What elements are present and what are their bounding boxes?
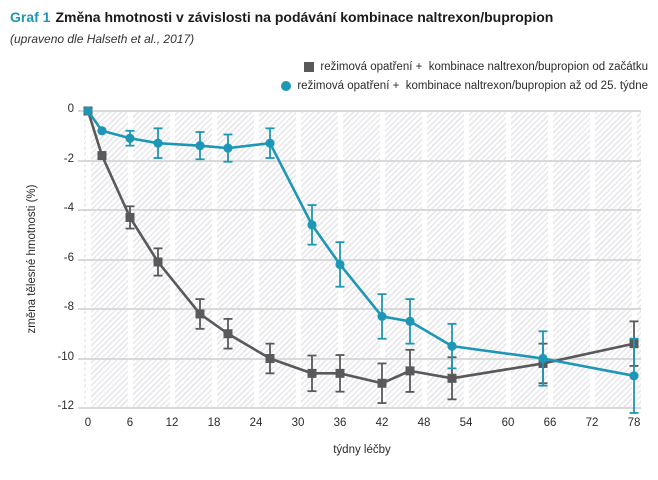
plot-area: 0 -2 -4 -6 -8 -10 -12 0 6 12 18 24 30 36 42 48 54 60 66 72 7… <box>57 103 641 429</box>
data-point-square <box>265 354 275 363</box>
data-point-circle <box>97 126 107 136</box>
gridline <box>78 407 641 409</box>
y-tick-label: -2 <box>63 152 74 165</box>
data-point-square <box>335 368 345 378</box>
y-tick-label: 0 <box>67 103 74 115</box>
data-point-square <box>195 309 205 319</box>
data-point-square <box>223 329 233 339</box>
data-point-circle <box>377 311 387 322</box>
x-tick-label: 66 <box>543 417 557 429</box>
series-line <box>86 109 636 378</box>
x-tick-label: 42 <box>375 417 389 429</box>
data-point-circle <box>447 341 457 351</box>
y-tick-label: -10 <box>57 350 74 363</box>
y-tick-label: -12 <box>57 400 74 412</box>
figure-subtitle: (upraveno dle Halseth et al., 2017) <box>10 32 195 46</box>
legend-label: režimová opatření + kombinace naltrexon/… <box>297 79 648 92</box>
gridline <box>78 159 641 162</box>
x-tick-label: 0 <box>84 417 92 429</box>
data-point-circle <box>538 353 548 364</box>
x-tick-label: 24 <box>249 417 263 429</box>
data-point-circle <box>307 220 317 230</box>
figure-title: Změna hmotnosti v závislosti na podávání… <box>55 9 554 25</box>
data-point-circle <box>629 371 639 381</box>
x-tick-label: 6 <box>126 417 134 429</box>
x-tick-label: 18 <box>207 417 221 429</box>
legend-item-week25-group: režimová opatření + kombinace naltrexon/… <box>281 76 648 95</box>
data-point-square <box>125 212 135 222</box>
series-line <box>86 109 636 385</box>
gridline <box>78 357 641 360</box>
y-tick-label: -6 <box>63 251 74 264</box>
x-tick-label: 78 <box>627 417 641 429</box>
gridline <box>78 258 641 261</box>
legend-item-start-group: režimová opatření + kombinace naltrexon/… <box>281 57 648 76</box>
data-point-square <box>307 368 317 378</box>
x-tick-label: 12 <box>165 417 179 429</box>
x-tick-label: 72 <box>585 417 599 429</box>
x-tick-label: 30 <box>291 417 305 429</box>
gridline <box>78 308 641 310</box>
data-point-circle <box>265 138 275 148</box>
data-point-circle <box>195 141 205 151</box>
data-point-circle <box>125 133 135 143</box>
square-marker-icon <box>304 61 315 72</box>
x-tick-label: 54 <box>459 417 473 429</box>
x-tick-label: 36 <box>333 417 347 429</box>
gridline <box>78 209 641 211</box>
gridline <box>78 110 641 112</box>
data-point-circle <box>335 259 345 270</box>
figure-label: Graf 1 <box>10 9 51 25</box>
legend: režimová opatření + kombinace naltrexon/… <box>281 57 648 95</box>
data-point-square <box>153 257 163 267</box>
data-point-circle <box>223 143 233 153</box>
circle-marker-icon <box>281 80 292 91</box>
chart-svg <box>83 106 639 414</box>
legend-label: režimová opatření + kombinace naltrexon/… <box>320 60 648 73</box>
data-point-circle <box>405 316 415 326</box>
data-point-circle <box>83 106 93 116</box>
data-point-square <box>447 373 457 383</box>
x-tick-label: 60 <box>501 417 515 429</box>
figure-header: Graf 1 Změna hmotnosti v závislosti na po… <box>10 8 553 48</box>
y-tick-label: -8 <box>63 301 74 313</box>
x-axis-title: týdny léčby <box>333 444 391 456</box>
data-point-circle <box>153 138 163 148</box>
y-tick-label: -4 <box>63 202 74 214</box>
x-tick-label: 48 <box>417 417 431 429</box>
data-point-square <box>97 151 107 161</box>
data-point-square <box>405 366 415 376</box>
data-point-square <box>377 378 387 388</box>
